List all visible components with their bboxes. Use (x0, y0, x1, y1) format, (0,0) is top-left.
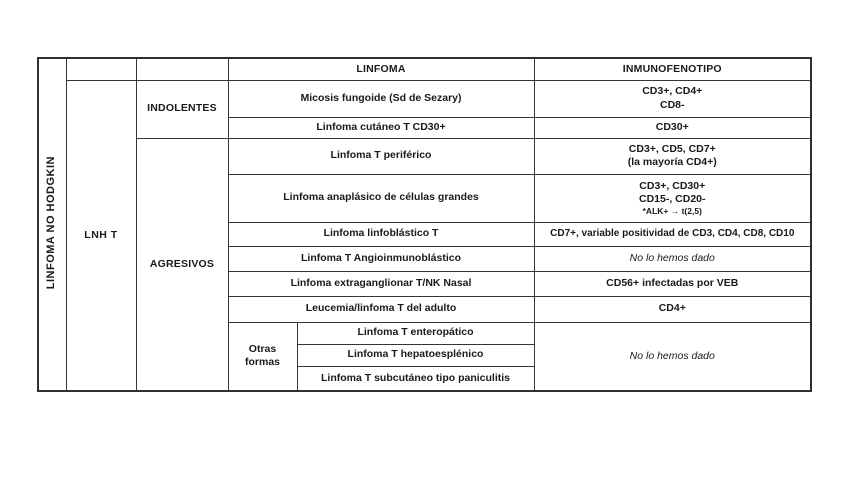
immuno-line: CD56+ infectadas por VEB (606, 276, 739, 289)
inmunofenotipo-cell: CD3+, CD5, CD7+ (la mayoría CD4+) (533, 137, 812, 175)
otras-formas-cell: Otras formas (227, 321, 298, 392)
immuno-line: CD8- (660, 98, 685, 111)
immuno-line: CD3+, CD30+ (639, 179, 706, 192)
header-cell-inmunofenotipo: INMUNOFENOTIPO (533, 57, 812, 81)
linfoma-name-cell: Linfoma extraganglionar T/NK Nasal (227, 270, 535, 297)
inmunofenotipo-cell: CD7+, variable positividad de CD3, CD4, … (533, 221, 812, 247)
table-row: Linfoma extraganglionar T/NK Nasal CD56+… (38, 270, 812, 297)
inmunofenotipo-cell: CD4+ (533, 295, 812, 323)
immuno-line: CD7+, variable positividad de CD3, CD4, … (550, 227, 795, 239)
linfoma-name-cell: Linfoma T hepatoesplénico (296, 343, 535, 367)
linfoma-name-cell: Linfoma cutáneo T CD30+ (227, 116, 535, 139)
linfoma-name-cell: Leucemia/linfoma T del adulto (227, 295, 535, 323)
immuno-line: CD4+ (658, 302, 686, 315)
table-row: Linfoma cutáneo T CD30+ CD30+ (38, 116, 812, 139)
category-cell-indolentes: INDOLENTES (135, 79, 229, 139)
immuno-note: No lo hemos dado (629, 251, 715, 264)
side-label-cell: LINFOMA NO HODGKIN (37, 57, 67, 392)
side-label: LINFOMA NO HODGKIN (45, 155, 58, 290)
immuno-line: (la mayoría CD4+) (627, 156, 717, 168)
inmunofenotipo-cell: No lo hemos dado (533, 321, 812, 392)
linfoma-name-cell: Linfoma T enteropático (296, 321, 535, 345)
inmunofenotipo-cell: CD30+ (533, 116, 812, 139)
table-row: Linfoma T subcutáneo tipo paniculitis (38, 365, 811, 392)
category-cell-agresivos: AGRESIVOS (135, 137, 229, 392)
linfoma-name-cell: Linfoma T subcutáneo tipo paniculitis (296, 365, 535, 392)
header-cell-blank-category (135, 57, 229, 81)
inmunofenotipo-cell: CD56+ infectadas por VEB (533, 270, 812, 297)
immuno-line: CD15-, CD20- (639, 192, 706, 205)
linfoma-name-cell: Linfoma anaplásico de células grandes (227, 173, 535, 223)
inmunofenotipo-cell: CD3+, CD4+ CD8- (533, 79, 812, 118)
immuno-line-alk-note: *ALK+ → t(2,5) (642, 205, 702, 216)
linfoma-name-cell: Linfoma linfoblástico T (227, 221, 535, 247)
immuno-line: CD3+, CD4+ (642, 85, 703, 98)
table-row: Linfoma linfoblástico T CD7+, variable p… (38, 221, 812, 247)
linfoma-name-cell: Linfoma T periférico (227, 137, 535, 175)
table-row: Linfoma anaplásico de células grandes CD… (38, 173, 812, 223)
linfoma-name-cell: Micosis fungoide (Sd de Sezary) (227, 79, 535, 118)
immuno-line: CD30+ (655, 120, 689, 133)
table-row: Leucemia/linfoma T del adulto CD4+ (38, 295, 812, 323)
table-row: LNH T INDOLENTES Micosis fungoide (Sd de… (38, 79, 812, 392)
table-row: AGRESIVOS Linfoma T periférico CD3+, CD5… (38, 137, 812, 392)
linfoma-name-cell: Linfoma T Angioinmunoblástico (227, 245, 535, 272)
header-cell-linfoma: LINFOMA (227, 57, 535, 81)
lymphoma-table: LINFOMA NO HODGKIN LINFOMA INMUNOFENOTIP… (37, 57, 813, 392)
table-row: Linfoma T hepatoesplénico (38, 343, 811, 367)
inmunofenotipo-cell: CD3+, CD30+ CD15-, CD20- *ALK+ → t(2,5) (533, 173, 812, 223)
immuno-note: No lo hemos dado (629, 349, 715, 362)
immuno-line: CD3+, CD5, CD7+ (628, 142, 716, 155)
group-cell-lnh-t: LNH T (65, 79, 137, 392)
inmunofenotipo-cell: No lo hemos dado (533, 245, 812, 272)
table-row: Linfoma T Angioinmunoblástico No lo hemo… (38, 245, 812, 272)
table-row: Otras formas Linfoma T enteropático No l… (38, 321, 812, 392)
header-cell-blank-group (65, 57, 137, 81)
